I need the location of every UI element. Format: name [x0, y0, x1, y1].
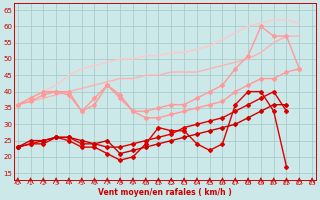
X-axis label: Vent moyen/en rafales ( km/h ): Vent moyen/en rafales ( km/h )	[98, 188, 232, 197]
